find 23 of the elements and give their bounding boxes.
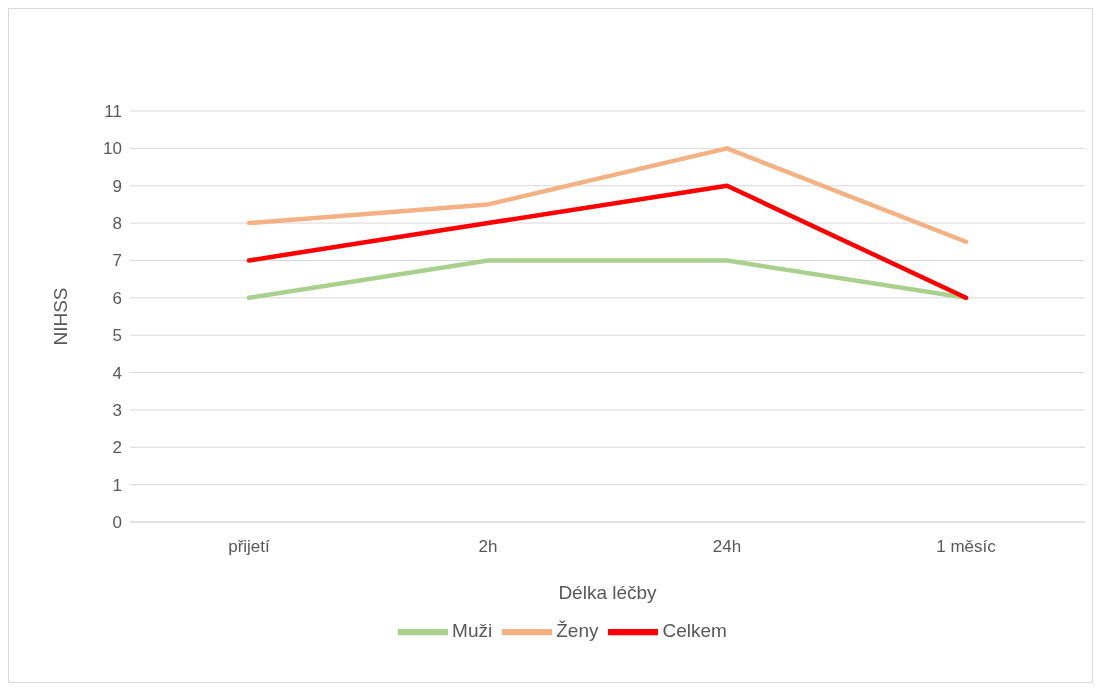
y-tick-label: 10 (103, 139, 122, 159)
x-tick-label: 2h (478, 537, 498, 557)
x-tick-label: 24h (712, 537, 742, 557)
legend-label: Celkem (662, 620, 727, 642)
y-tick-label: 5 (112, 326, 122, 346)
x-tick-label: přijetí (228, 537, 271, 557)
y-tick-label: 4 (112, 363, 122, 383)
y-tick-label: 11 (104, 102, 122, 122)
y-tick-label: 2 (112, 438, 122, 458)
x-axis-title: Délka léčby (558, 582, 658, 603)
y-tick-label: 9 (112, 176, 122, 196)
y-tick-label: 0 (112, 513, 122, 533)
legend-label: Muži (452, 620, 493, 642)
y-tick-label: 8 (112, 214, 122, 234)
line-series (246, 183, 969, 301)
y-axis-title: NIHSS (49, 287, 71, 346)
y-tick-label: 6 (112, 288, 122, 308)
legend-label: Ženy (556, 620, 599, 642)
y-tick-label: 3 (112, 400, 122, 420)
y-tick-label: 1 (112, 475, 122, 495)
y-tick-label: 7 (112, 251, 122, 271)
x-tick-label: 1 měsíc (936, 537, 997, 557)
line-series (246, 146, 969, 245)
